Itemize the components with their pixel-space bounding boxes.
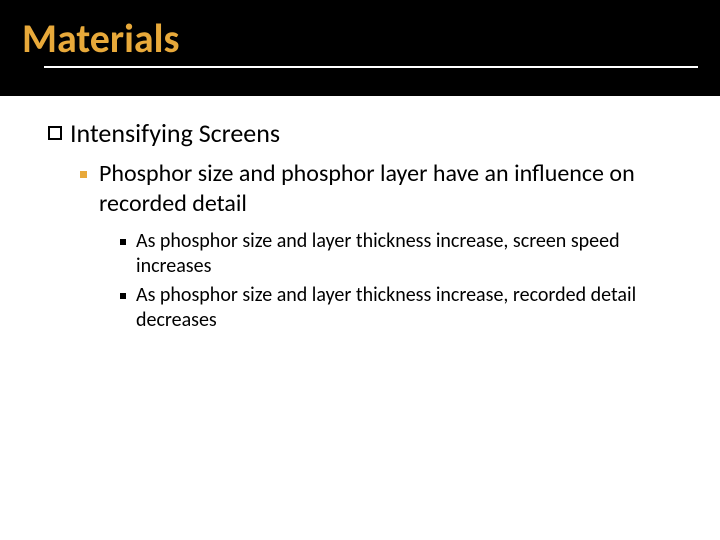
bullet-level3: As phosphor size and layer thickness inc… xyxy=(120,283,672,333)
bullet-level3-text: As phosphor size and layer thickness inc… xyxy=(136,229,672,279)
bullet-level3: As phosphor size and layer thickness inc… xyxy=(120,229,672,279)
bullet-level1: Intensifying Screens xyxy=(48,118,672,149)
square-bullet-icon xyxy=(80,171,87,178)
bullet-level1-text: Intensifying Screens xyxy=(70,118,280,149)
small-square-bullet-icon xyxy=(120,239,126,245)
small-square-bullet-icon xyxy=(120,293,126,299)
bullet-level3-text: As phosphor size and layer thickness inc… xyxy=(136,283,672,333)
title-underline xyxy=(44,66,698,68)
slide-title: Materials xyxy=(22,18,720,60)
bullet-level2: Phosphor size and phosphor layer have an… xyxy=(80,159,672,219)
slide-content: Intensifying Screens Phosphor size and p… xyxy=(0,96,720,333)
bullet-level2-text: Phosphor size and phosphor layer have an… xyxy=(99,159,672,219)
header-bottom-gap xyxy=(0,82,720,96)
square-outline-bullet-icon xyxy=(48,126,62,140)
header-band: Materials xyxy=(0,0,720,82)
